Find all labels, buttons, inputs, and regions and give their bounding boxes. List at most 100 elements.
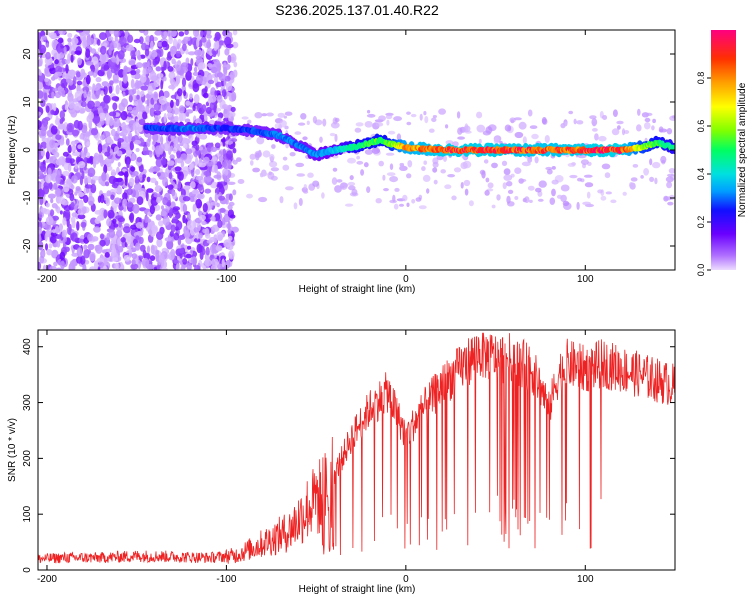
noise-speckle (71, 175, 78, 184)
y-tick-label: 0 (22, 147, 33, 153)
spectrogram-ylabel: Frequency (Hz) (7, 116, 18, 185)
noise-speckle (226, 150, 233, 160)
noise-speckle (139, 172, 143, 182)
noise-speckle (176, 60, 182, 67)
noise-speckle (177, 88, 183, 97)
noise-speckle (387, 130, 396, 135)
noise-speckle (73, 119, 80, 129)
noise-speckle (142, 146, 149, 156)
noise-speckle (331, 177, 338, 185)
noise-speckle (330, 121, 340, 129)
colorbar-tick-label: 0.4 (696, 168, 706, 181)
noise-speckle (667, 173, 674, 177)
noise-speckle (521, 161, 531, 167)
noise-speckle (152, 133, 159, 142)
noise-speckle (117, 245, 124, 253)
noise-speckle (90, 64, 96, 73)
noise-speckle (228, 250, 235, 260)
noise-speckle (214, 213, 221, 222)
noise-speckle (94, 260, 99, 270)
noise-speckle (214, 77, 218, 84)
noise-speckle (428, 128, 435, 133)
noise-speckle (354, 127, 362, 133)
noise-speckle (90, 48, 97, 54)
noise-speckle (97, 143, 103, 154)
noise-speckle (192, 104, 196, 112)
y-tick-label: 0 (22, 567, 33, 573)
noise-speckle (218, 73, 226, 82)
noise-speckle (155, 56, 160, 65)
colorbar-tick-label: 0.8 (696, 72, 706, 85)
noise-speckle (186, 262, 192, 270)
noise-speckle (67, 145, 72, 154)
noise-speckle (118, 36, 127, 46)
noise-speckle (160, 210, 167, 217)
noise-speckle (134, 175, 140, 186)
y-tick-label: -20 (22, 238, 33, 253)
noise-speckle (224, 75, 231, 82)
noise-speckle (298, 122, 306, 126)
noise-speckle (261, 113, 268, 117)
noise-speckle (476, 111, 483, 119)
noise-speckle (312, 116, 317, 124)
noise-speckle (227, 220, 231, 231)
noise-speckle (216, 95, 223, 103)
noise-speckle (332, 155, 339, 159)
noise-speckle (279, 120, 287, 128)
noise-speckle (142, 111, 148, 120)
noise-speckle (378, 160, 385, 167)
noise-speckle (146, 245, 151, 254)
x-tick-label: 0 (403, 574, 409, 585)
noise-speckle (207, 213, 212, 218)
noise-speckle (188, 163, 194, 170)
noise-speckle (496, 194, 501, 201)
noise-speckle (67, 162, 72, 172)
noise-speckle (95, 244, 103, 254)
noise-speckle (399, 164, 405, 171)
noise-speckle (426, 188, 430, 194)
noise-speckle (80, 149, 84, 158)
noise-speckle (92, 155, 100, 165)
noise-speckle (132, 171, 139, 176)
noise-speckle (285, 142, 289, 149)
noise-speckle (152, 249, 156, 256)
noise-speckle (155, 252, 160, 262)
noise-speckle (49, 139, 56, 149)
noise-speckle (198, 62, 206, 70)
noise-speckle (79, 134, 84, 140)
ridge-cell (672, 144, 675, 150)
y-tick-label: 20 (22, 48, 33, 60)
noise-speckle (163, 142, 171, 152)
noise-speckle (105, 181, 110, 187)
noise-speckle (155, 49, 162, 59)
noise-speckle (583, 174, 593, 178)
noise-speckle (43, 91, 48, 101)
noise-speckle (126, 235, 132, 245)
noise-speckle (592, 121, 596, 127)
noise-speckle (131, 253, 138, 260)
noise-speckle (93, 226, 101, 233)
noise-speckle (38, 81, 44, 90)
noise-speckle (229, 71, 235, 79)
noise-speckle (44, 232, 48, 242)
noise-speckle (69, 193, 75, 202)
noise-speckle (567, 162, 576, 167)
noise-speckle (644, 117, 651, 123)
noise-speckle (78, 161, 86, 169)
noise-speckle (182, 214, 186, 224)
noise-speckle (124, 142, 131, 148)
noise-speckle (169, 154, 175, 161)
noise-speckle (375, 198, 382, 204)
noise-speckle (360, 169, 365, 176)
noise-speckle (63, 183, 70, 193)
noise-speckle (117, 217, 125, 223)
noise-speckle (153, 103, 161, 111)
noise-speckle (117, 185, 122, 195)
noise-speckle (150, 255, 156, 261)
noise-speckle (166, 239, 174, 250)
noise-speckle (85, 61, 94, 66)
noise-speckle (113, 223, 119, 228)
noise-speckle (161, 40, 168, 48)
noise-speckle (140, 85, 149, 91)
